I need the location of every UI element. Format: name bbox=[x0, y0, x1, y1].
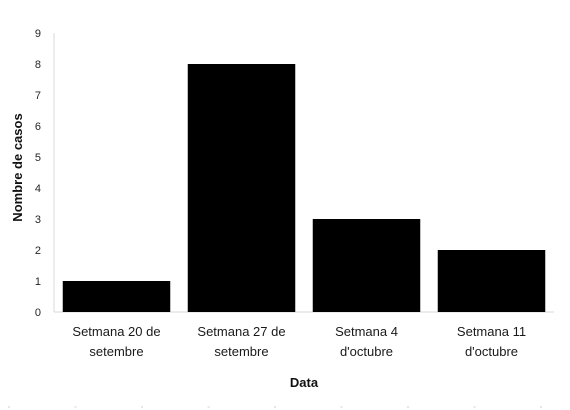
y-tick-label: 3 bbox=[35, 214, 41, 226]
x-category-label: Setmana 20 de setembre bbox=[72, 324, 160, 359]
y-tick-label: 5 bbox=[35, 152, 41, 164]
bar bbox=[437, 250, 546, 312]
x-axis-category-labels: Setmana 20 de setembre Setmana 27 de setemb… bbox=[72, 324, 526, 359]
y-tick-label: 2 bbox=[35, 245, 41, 257]
bar bbox=[312, 219, 421, 312]
x-category-label: Setmana 27 de setembre bbox=[197, 324, 285, 359]
y-tick-label: 1 bbox=[35, 276, 41, 288]
bar bbox=[187, 64, 296, 312]
bars bbox=[62, 64, 546, 312]
y-tick-label: 9 bbox=[35, 28, 41, 40]
x-category-label: Setmana 4 d'octubre bbox=[335, 324, 398, 359]
y-tick-label: 8 bbox=[35, 59, 41, 71]
y-tick-label: 0 bbox=[35, 307, 41, 319]
y-tick-label: 4 bbox=[35, 183, 41, 195]
y-axis-title: Nombre de casos bbox=[10, 113, 25, 221]
bar bbox=[62, 281, 171, 312]
y-axis-ticks: 0 1 2 3 4 5 6 7 8 9 bbox=[35, 28, 41, 319]
x-axis-title: Data bbox=[290, 375, 319, 390]
x-category-label: Setmana 11 d'octubre bbox=[457, 324, 526, 359]
y-tick-label: 6 bbox=[35, 121, 41, 133]
y-tick-label: 7 bbox=[35, 90, 41, 102]
